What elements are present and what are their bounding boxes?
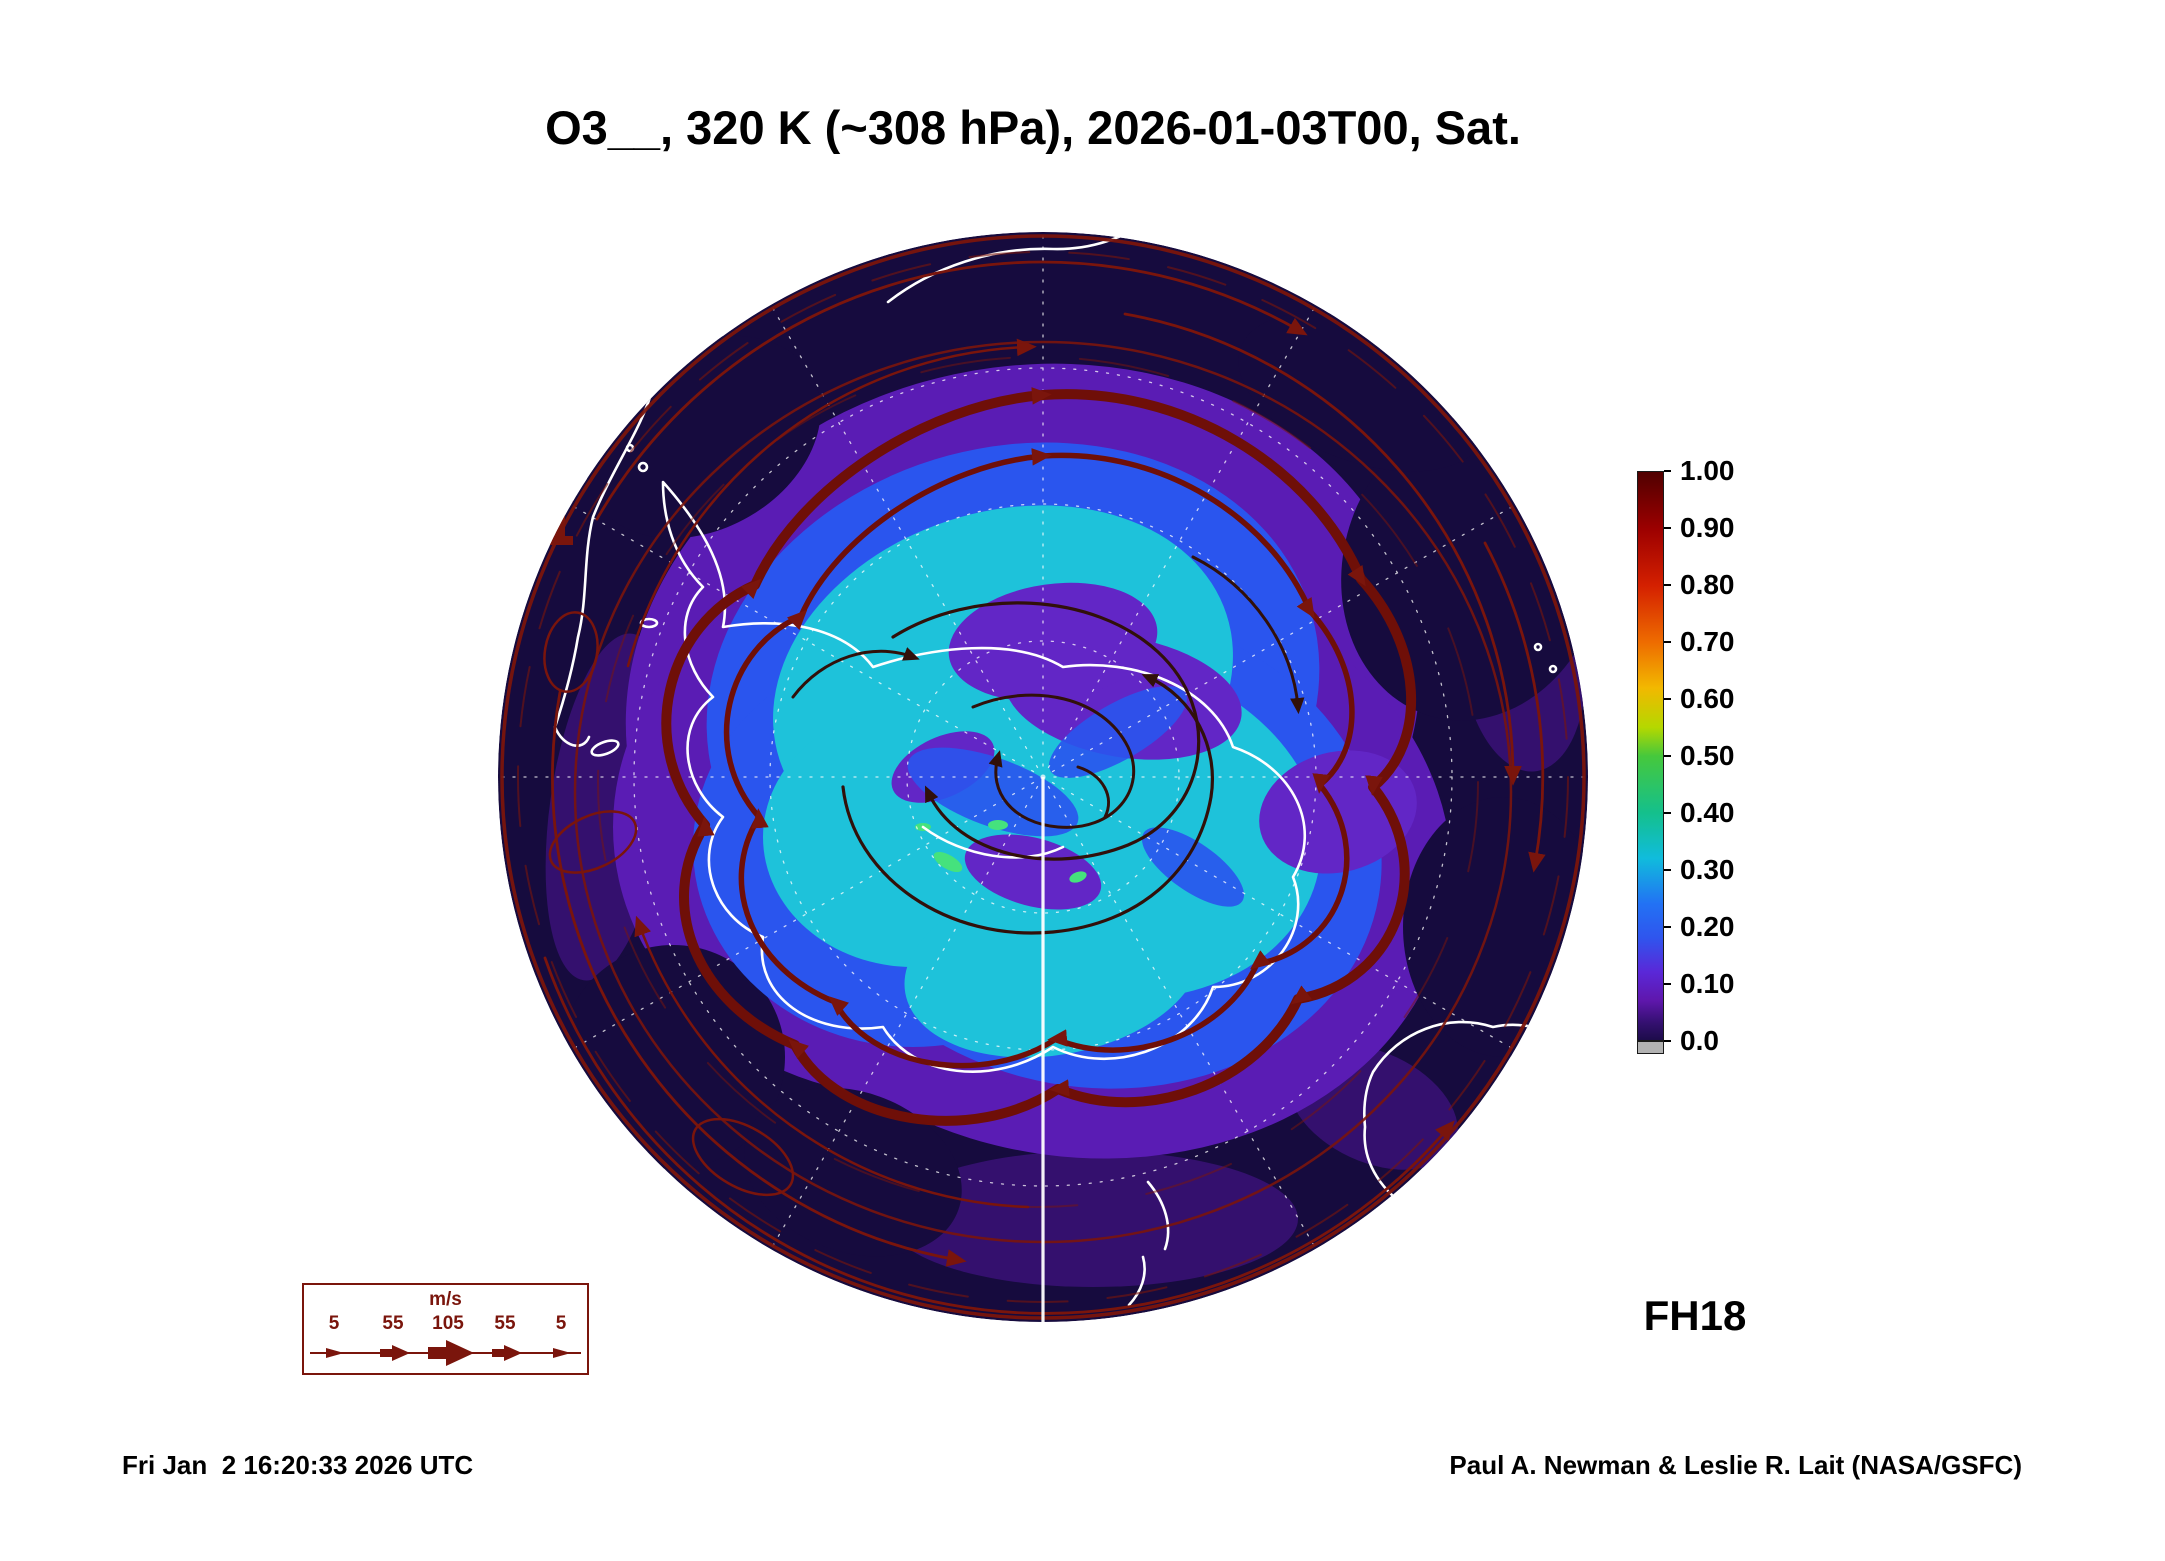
colorbar-tick-label: 0.50 xyxy=(1680,740,1735,771)
wind-speed-label: 55 xyxy=(494,1313,516,1334)
colorbar-tick-label: 0.10 xyxy=(1680,968,1735,999)
streamlines-vortex-edge xyxy=(661,389,1417,1126)
colorbar-tick xyxy=(1664,698,1671,700)
generation-timestamp: Fri Jan 2 16:20:33 2026 UTC xyxy=(122,1450,474,1480)
colorbar-tick-label: 0.80 xyxy=(1680,569,1735,600)
colorbar-tick xyxy=(1664,527,1671,529)
wind-speed-label: 5 xyxy=(555,1313,567,1334)
wind-speed-label: 5 xyxy=(328,1313,340,1334)
wind-speed-label: 105 xyxy=(432,1313,464,1334)
colorbar-tick xyxy=(1664,926,1671,928)
colorbar-tick-label: 0.0 xyxy=(1680,1025,1719,1056)
wind-speed-legend: m/s 5 55 105 55 5 xyxy=(302,1283,589,1375)
colorbar-tick-label: 0.60 xyxy=(1680,683,1735,714)
new-zealand-coastline xyxy=(1146,1180,1170,1251)
colorbar xyxy=(1637,471,1664,1041)
globe-map xyxy=(498,232,1588,1322)
wind-speed-arrows-icon xyxy=(310,1340,581,1366)
wind-units-label: m/s xyxy=(429,1289,462,1310)
wind-speed-label: 55 xyxy=(382,1313,404,1334)
colorbar-tick xyxy=(1664,641,1671,643)
forecast-hour-label: FH18 xyxy=(1643,1292,1747,1339)
colorbar-tick-label: 0.20 xyxy=(1680,911,1735,942)
colorbar-below-range xyxy=(1637,1041,1664,1054)
colorbar-tick-label: 0.70 xyxy=(1680,626,1735,657)
credit-text: Paul A. Newman & Leslie R. Lait (NASA/GS… xyxy=(1449,1450,2022,1480)
south-america-coastline xyxy=(553,385,655,747)
streamlines-inner xyxy=(791,555,1305,935)
colorbar-tick-label: 1.00 xyxy=(1680,455,1735,486)
colorbar-tick xyxy=(1664,584,1671,586)
colorbar-tick xyxy=(1664,755,1671,757)
colorbar-tick-label: 0.90 xyxy=(1680,512,1735,543)
colorbar-tick-label: 0.30 xyxy=(1680,854,1735,885)
colorbar-tick xyxy=(1664,983,1671,985)
colorbar-tick xyxy=(1664,812,1671,814)
colorbar-tick xyxy=(1664,470,1671,472)
colorbar-tick-label: 0.40 xyxy=(1680,797,1735,828)
colorbar-tick xyxy=(1664,869,1671,871)
colorbar-labels: 1.00 0.90 0.80 0.70 0.60 0.50 0.40 0.30 … xyxy=(1680,457,1800,1071)
colorbar-tick xyxy=(1664,1040,1671,1042)
page-title: O3__, 320 K (~308 hPa), 2026-01-03T00, S… xyxy=(545,101,1521,154)
colorbar-ticks xyxy=(1664,470,1672,1043)
